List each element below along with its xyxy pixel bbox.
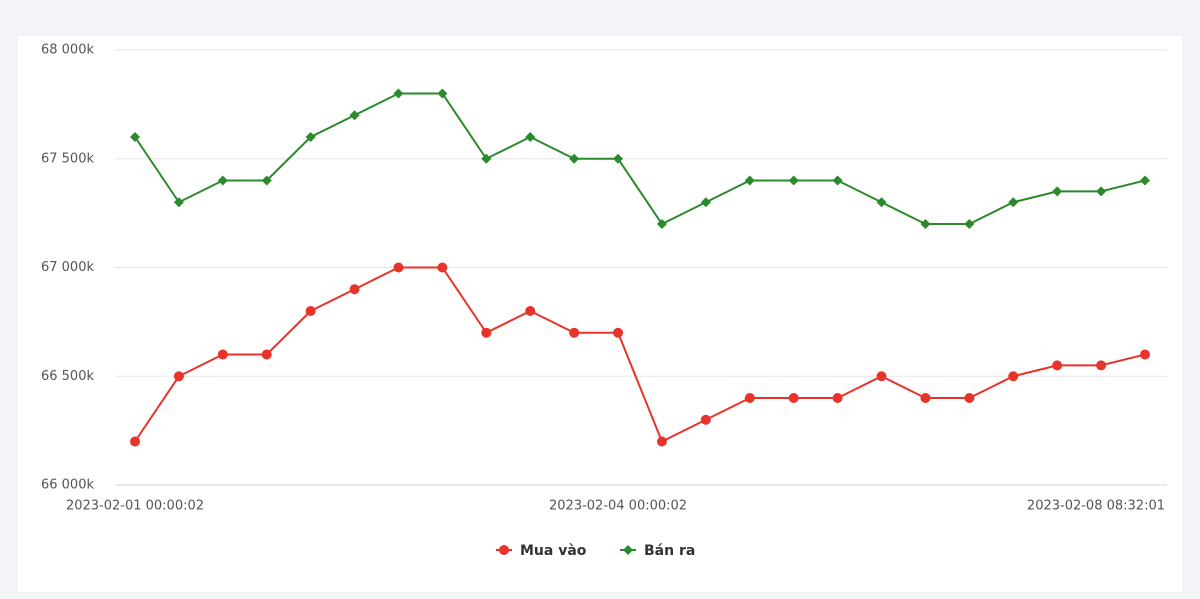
point xyxy=(613,153,624,164)
x-tick-label: 2023-02-04 00:00:02 xyxy=(549,499,687,514)
point xyxy=(569,153,580,164)
point xyxy=(525,306,536,316)
legend-marker xyxy=(623,545,633,555)
point xyxy=(569,327,580,338)
point xyxy=(1008,197,1019,208)
series-line xyxy=(134,92,1146,226)
chart-card xyxy=(18,36,1182,592)
legend-label: Mua vào xyxy=(520,543,587,559)
legend-item: Bán ra xyxy=(620,543,695,559)
point xyxy=(173,197,184,208)
point xyxy=(217,349,228,360)
point xyxy=(656,436,667,447)
point xyxy=(613,327,624,338)
point xyxy=(1052,186,1063,197)
legend-label: Bán ra xyxy=(644,543,695,559)
point xyxy=(964,393,975,403)
legend-marker xyxy=(499,545,509,555)
legend: Mua vào Bán ra xyxy=(496,543,695,559)
point xyxy=(920,393,931,403)
point xyxy=(525,132,536,142)
point xyxy=(1008,371,1019,382)
point xyxy=(261,349,272,360)
series xyxy=(130,262,1150,447)
point xyxy=(656,219,667,229)
point xyxy=(349,284,360,295)
point xyxy=(832,393,843,403)
point xyxy=(700,414,711,425)
point xyxy=(305,306,316,316)
point xyxy=(305,132,316,142)
point xyxy=(1052,360,1063,371)
point xyxy=(1096,186,1107,197)
point xyxy=(217,175,228,186)
point xyxy=(393,88,404,99)
point xyxy=(1140,175,1150,186)
point xyxy=(876,197,887,208)
x-tick-label: 2023-02-01 00:00:02 xyxy=(66,499,204,514)
point xyxy=(788,393,799,403)
y-tick-label: 68 000k xyxy=(41,43,94,58)
point xyxy=(261,175,272,186)
point xyxy=(481,327,492,338)
point xyxy=(744,393,755,403)
point xyxy=(173,371,184,382)
point xyxy=(130,132,140,142)
y-tick-label: 66 000k xyxy=(41,478,94,493)
x-tick-label: 2023-02-08 08:32:01 xyxy=(1027,499,1165,514)
y-tick-label: 67 000k xyxy=(41,260,94,275)
point xyxy=(481,153,492,164)
point xyxy=(876,371,887,382)
series-line xyxy=(134,266,1146,443)
point xyxy=(832,175,843,186)
point xyxy=(437,262,448,273)
series xyxy=(130,88,1150,229)
point xyxy=(349,110,360,121)
point xyxy=(1096,360,1107,371)
point xyxy=(788,175,799,186)
point xyxy=(393,262,404,273)
y-tick-label: 66 500k xyxy=(41,369,94,384)
legend-item: Mua vào xyxy=(496,543,587,559)
point xyxy=(920,219,931,229)
y-tick-label: 67 500k xyxy=(41,151,94,166)
point xyxy=(744,175,755,186)
point xyxy=(1140,349,1150,360)
point xyxy=(130,436,140,447)
point xyxy=(437,88,448,99)
point xyxy=(964,219,975,229)
point xyxy=(700,197,711,208)
